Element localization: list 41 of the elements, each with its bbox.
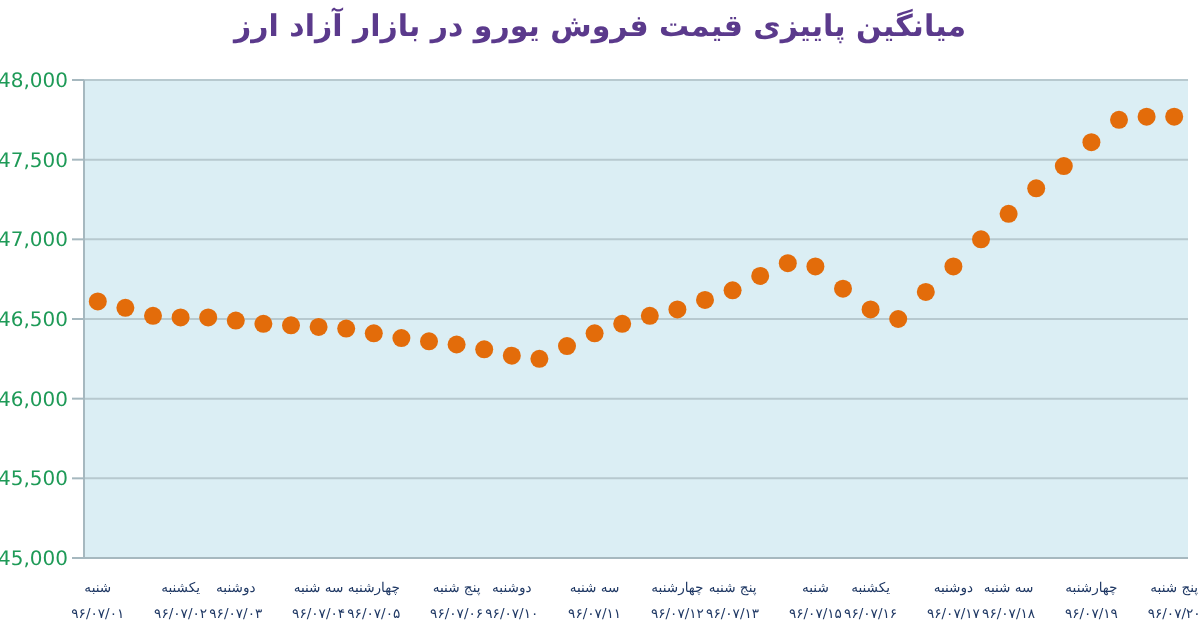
point — [916, 282, 935, 301]
chart-title: میانگین پاییزی قیمت فروش یورو در بازار آزاد ارز — [230, 8, 968, 44]
point — [309, 317, 328, 336]
point — [1165, 107, 1184, 126]
point — [171, 308, 190, 327]
point — [282, 316, 300, 335]
point — [116, 298, 135, 317]
point — [613, 314, 632, 333]
point — [751, 266, 770, 285]
point — [972, 230, 990, 249]
point — [199, 308, 218, 327]
point — [1082, 133, 1101, 152]
point — [558, 337, 576, 356]
point — [144, 306, 162, 325]
point — [502, 346, 521, 365]
point — [475, 340, 494, 359]
point — [254, 314, 273, 333]
point — [1027, 179, 1046, 198]
point — [834, 279, 852, 298]
point — [585, 324, 604, 343]
point — [668, 300, 687, 319]
point — [1110, 110, 1128, 129]
point — [226, 311, 245, 330]
point — [806, 257, 825, 276]
point — [1054, 157, 1073, 176]
point — [392, 329, 411, 348]
point — [640, 306, 659, 325]
point — [420, 332, 438, 351]
point — [723, 281, 742, 300]
point — [530, 349, 549, 368]
point — [889, 310, 908, 328]
point — [1137, 107, 1156, 126]
point — [944, 257, 963, 276]
point — [364, 324, 383, 343]
point — [696, 290, 714, 309]
point — [999, 204, 1018, 223]
point — [337, 319, 356, 338]
point — [778, 254, 797, 273]
point — [88, 292, 107, 311]
point — [447, 335, 466, 354]
point — [861, 300, 880, 319]
